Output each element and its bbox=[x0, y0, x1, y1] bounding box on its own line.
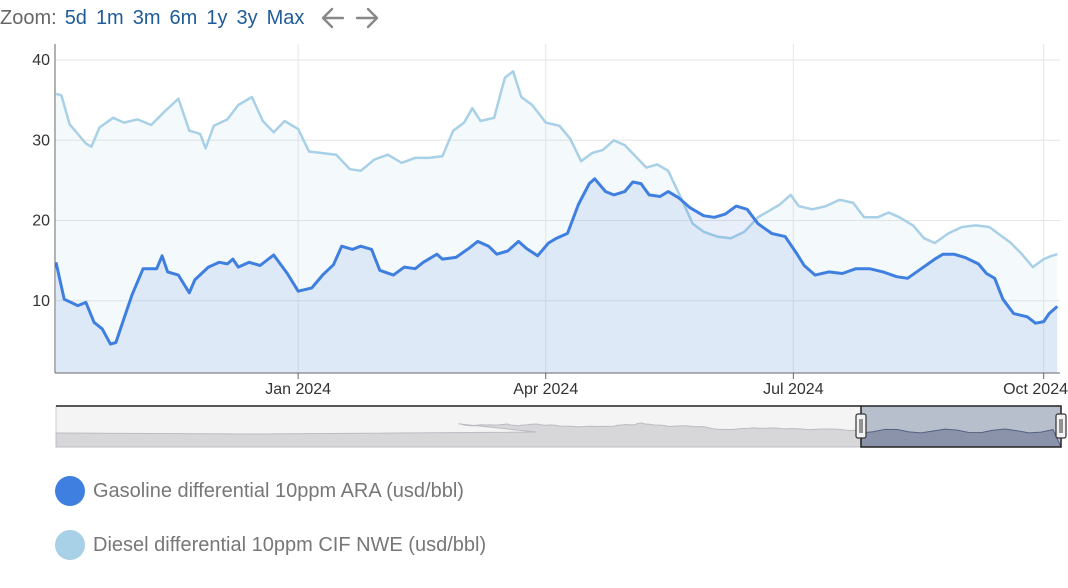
x-tick-label: Jan 2024 bbox=[265, 381, 331, 398]
x-tick-label: Apr 2024 bbox=[513, 381, 578, 398]
zoom-bar: Zoom: 5d 1m 3m 6m 1y 3y Max bbox=[0, 2, 381, 34]
legend-label-diesel: Diesel differential 10ppm CIF NWE (usd/b… bbox=[93, 533, 487, 556]
y-tick-label: 20 bbox=[32, 213, 50, 230]
x-tick-label: Jul 2024 bbox=[763, 381, 824, 398]
x-axis-tick-labels: Jan 2024 Apr 2024 Jul 2024 Oct 2024 bbox=[265, 381, 1068, 398]
legend-dot-diesel bbox=[55, 530, 85, 560]
zoom-1y-button[interactable]: 1y bbox=[206, 6, 228, 29]
x-tick-label: Oct 2024 bbox=[1003, 381, 1068, 398]
chart-svg: 10 20 30 40 Jan 2024 Apr 2024 Jul 2024 Oct 202… bbox=[32, 44, 1068, 448]
series-line-0 bbox=[54, 177, 1059, 346]
range-handle-left-icon[interactable] bbox=[855, 413, 867, 439]
navigator-series-area bbox=[55, 422, 862, 448]
navigator-selection[interactable] bbox=[860, 405, 1062, 448]
zoom-1m-button[interactable]: 1m bbox=[95, 6, 124, 29]
series-layer bbox=[54, 70, 1059, 374]
zoom-max-button[interactable]: Max bbox=[266, 6, 305, 29]
y-tick-label: 30 bbox=[32, 132, 50, 149]
y-tick-label: 10 bbox=[32, 293, 50, 310]
navigator-series bbox=[55, 422, 1062, 448]
navigator[interactable] bbox=[55, 405, 1067, 448]
navigator-selected-series-area bbox=[860, 428, 1062, 448]
navigator-background bbox=[55, 405, 1062, 448]
legend-item-gasoline[interactable]: Gasoline differential 10ppm ARA (usd/bbl… bbox=[55, 476, 464, 506]
series-area-0 bbox=[56, 178, 1058, 373]
legend-dot-gasoline bbox=[55, 476, 85, 506]
y-axis-tick-labels: 10 20 30 40 bbox=[32, 52, 50, 310]
grid-lines bbox=[56, 44, 1060, 379]
legend-label-gasoline: Gasoline differential 10ppm ARA (usd/bbl… bbox=[93, 479, 464, 502]
arrow-right-icon[interactable] bbox=[353, 4, 381, 32]
y-tick-label: 40 bbox=[32, 52, 50, 69]
zoom-3y-button[interactable]: 3y bbox=[236, 6, 258, 29]
zoom-3m-button[interactable]: 3m bbox=[132, 6, 161, 29]
series-line-1 bbox=[55, 70, 1058, 269]
legend-item-diesel[interactable]: Diesel differential 10ppm CIF NWE (usd/b… bbox=[55, 530, 486, 560]
arrow-left-icon[interactable] bbox=[319, 4, 347, 32]
zoom-5d-button[interactable]: 5d bbox=[64, 6, 87, 29]
range-handle-right-icon[interactable] bbox=[1055, 413, 1067, 439]
zoom-label: Zoom: bbox=[0, 6, 57, 29]
zoom-6m-button[interactable]: 6m bbox=[169, 6, 198, 29]
